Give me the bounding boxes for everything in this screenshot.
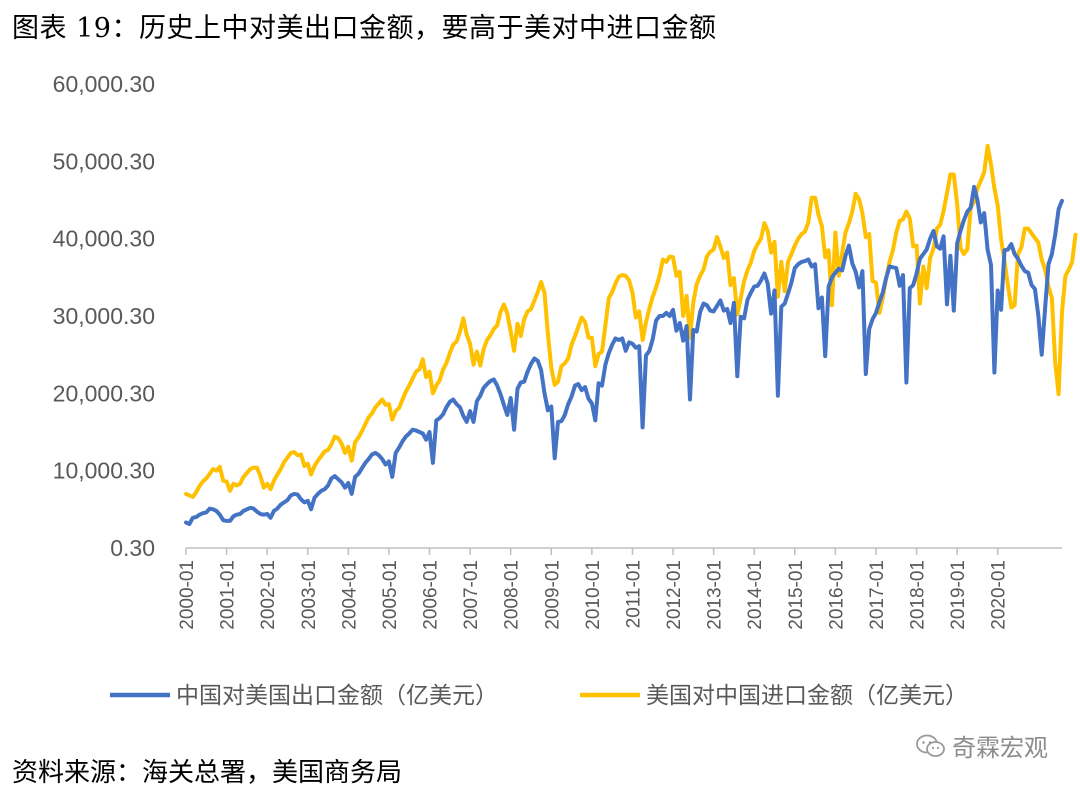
x-tick-label: 2012-01	[664, 560, 685, 630]
watermark: 奇霖宏观	[916, 728, 1048, 763]
x-tick-label: 2001-01	[218, 560, 239, 630]
x-tick-label: 2000-01	[177, 560, 198, 630]
x-tick-label: 2016-01	[826, 560, 847, 630]
legend-label: 美国对中国进口金额（亿美元）	[646, 683, 968, 709]
y-tick-label: 60,000.30	[53, 71, 155, 97]
x-tick-label: 2010-01	[583, 560, 604, 630]
y-tick-label: 50,000.30	[53, 148, 155, 174]
y-tick-label: 20,000.30	[53, 380, 155, 406]
chart-title: 图表 19：历史上中对美出口金额，要高于美对中进口金额	[12, 13, 717, 44]
x-tick-label: 2020-01	[989, 560, 1010, 630]
x-tick-label: 2006-01	[421, 560, 442, 630]
y-tick-label: 10,000.30	[53, 458, 155, 484]
series-line-china-exports	[184, 184, 1064, 526]
x-tick-label: 2004-01	[339, 560, 360, 630]
x-tick-label: 2019-01	[948, 560, 969, 630]
legend-label: 中国对美国出口金额（亿美元）	[176, 683, 498, 709]
x-tick-label: 2015-01	[786, 560, 807, 630]
series-lines	[184, 143, 1078, 526]
source-note: 资料来源：海关总署，美国商务局	[12, 758, 403, 788]
x-tick-label: 2011-01	[623, 560, 644, 628]
x-tick-label: 2005-01	[380, 560, 401, 630]
x-tick-label: 2007-01	[461, 560, 482, 630]
x-tick-label: 2018-01	[908, 560, 929, 630]
y-axis: 0.30 10,000.30 20,000.30 30,000.30 40,000.30…	[53, 71, 155, 561]
wechat-icon	[916, 734, 945, 757]
x-tick-label: 2014-01	[745, 560, 766, 630]
y-tick-label: 30,000.30	[53, 303, 155, 329]
x-tick-label: 2003-01	[299, 560, 320, 630]
y-tick-label: 0.30	[110, 535, 155, 561]
x-tick-label: 2013-01	[705, 560, 726, 630]
x-axis: 2000-01 2001-01 2002-01 2003-01 2004-01 2005-…	[177, 548, 1010, 630]
x-tick-label: 2009-01	[542, 560, 563, 630]
series-line-us-imports	[184, 143, 1078, 499]
x-tick-label: 2017-01	[867, 560, 888, 630]
legend: 中国对美国出口金额（亿美元） 美国对中国进口金额（亿美元）	[110, 683, 968, 709]
x-tick-label: 2008-01	[502, 560, 523, 630]
watermark-text: 奇霖宏观	[952, 734, 1048, 762]
y-tick-label: 40,000.30	[53, 226, 155, 252]
x-tick-label: 2002-01	[258, 560, 279, 630]
